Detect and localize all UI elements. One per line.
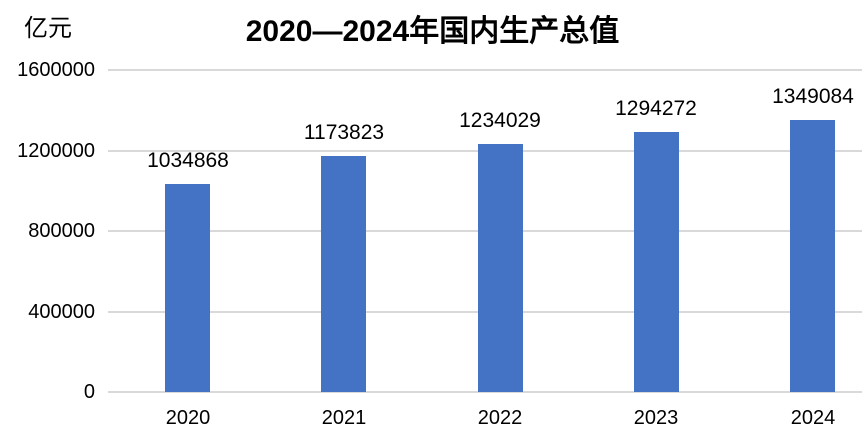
gridline [108, 391, 862, 393]
x-axis-label: 2020 [165, 407, 211, 429]
x-axis-label: 2024 [790, 407, 836, 429]
y-axis-tick-label: 1600000 [17, 59, 95, 81]
y-axis-tick-label: 800000 [28, 220, 95, 242]
bar-2022 [478, 144, 523, 392]
x-axis-label: 2023 [633, 407, 679, 429]
y-axis-tick-label: 1200000 [17, 140, 95, 162]
y-axis-tick-label: 400000 [28, 301, 95, 323]
bar-value-label: 1173823 [303, 121, 385, 144]
bar-value-label: 1349084 [772, 85, 854, 108]
bar-value-label: 1294272 [615, 97, 697, 120]
bar-2020 [165, 184, 210, 392]
x-axis-label: 2022 [477, 407, 523, 429]
bar-value-label: 1234029 [459, 109, 541, 132]
y-axis-unit-label: 亿元 [24, 15, 72, 42]
y-axis-tick-label: 0 [83, 381, 95, 403]
bar-2023 [634, 132, 679, 392]
bar-value-label: 1034868 [147, 149, 229, 172]
gridline [108, 69, 862, 71]
x-axis-label: 2021 [321, 407, 367, 429]
bar-2024 [790, 120, 835, 392]
bar-2021 [321, 156, 366, 392]
chart-title: 2020—2024年国内生产总值 [245, 15, 620, 48]
